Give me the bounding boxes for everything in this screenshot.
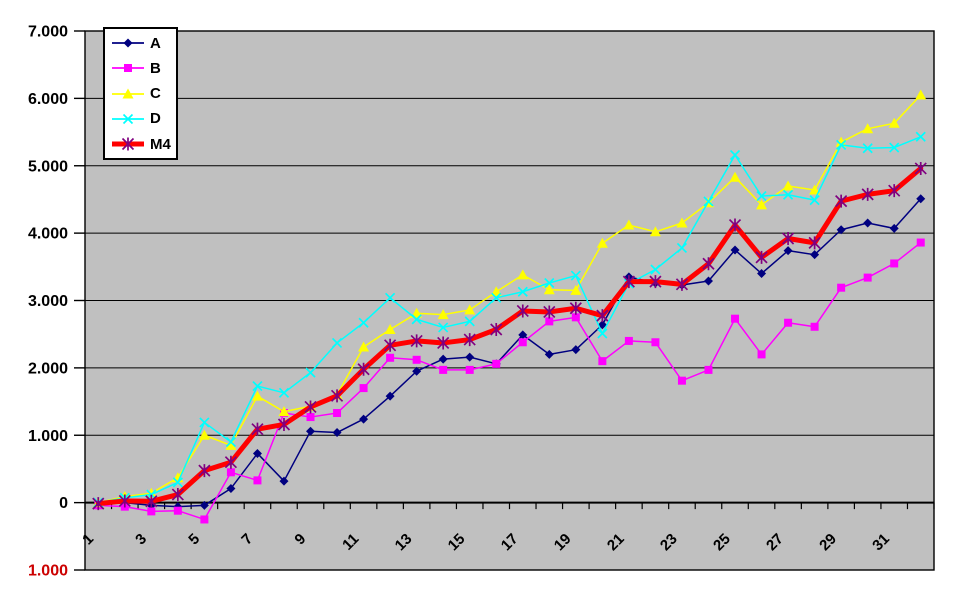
legend-label-B: B [150,59,161,77]
series-line-B [97,241,922,521]
legend-item-A: A [111,35,172,51]
legend-key-B [112,64,144,73]
legend-key-D [112,113,144,124]
series-line-D [97,136,922,504]
legend-item-M4: M4 [111,136,172,152]
legend-label-D: D [150,110,161,128]
legend-item-C: C [111,86,172,102]
legend-label-A: A [150,34,161,52]
y-axis-label: 6.000 [28,91,68,108]
y-axis-label: 1.000 [28,428,68,445]
legend-key-A [112,38,144,48]
legend-item-B: B [111,60,172,76]
series-M4 [92,161,927,511]
series-line-A [97,198,922,508]
series-A [93,194,926,512]
legend-key-C [112,88,144,98]
y-axis-label: 0 [59,495,68,512]
series-D [93,131,926,508]
y-axis-label: 4.000 [28,226,68,243]
legend: A B C D M4 [103,27,178,160]
y-axis-label: 1.000 [28,563,68,580]
legend-label-M4: M4 [150,135,171,153]
y-axis-label: 3.000 [28,293,68,310]
y-axis-label: 5.000 [28,158,68,175]
legend-key-M4 [112,137,144,151]
y-axis-label: 2.000 [28,360,68,377]
y-axis-label: 7.000 [28,24,68,41]
legend-label-C: C [150,85,161,102]
legend-item-D: D [111,111,172,127]
